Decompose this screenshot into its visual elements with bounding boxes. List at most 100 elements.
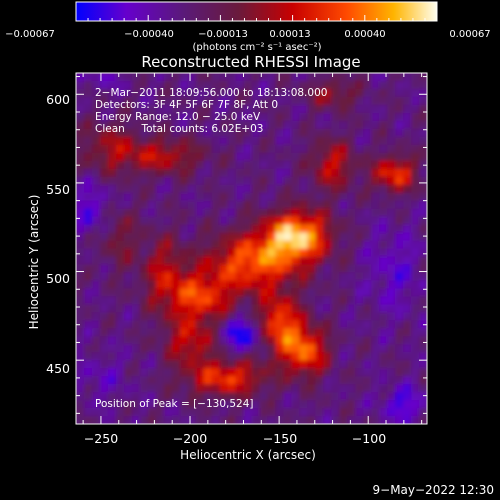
heatmap-cell <box>411 368 420 377</box>
heatmap-cell <box>203 400 213 409</box>
heatmap-cell <box>235 264 245 274</box>
heatmap-cell <box>259 112 269 122</box>
heatmap-cell <box>363 384 372 393</box>
heatmap-cell <box>291 376 300 385</box>
heatmap-cell <box>155 200 165 210</box>
annotation-counts: Clean Total counts: 6.02E+03 <box>95 123 264 135</box>
heatmap-cell <box>251 152 261 162</box>
heatmap-cell <box>163 288 173 297</box>
heatmap-cell <box>195 104 205 114</box>
heatmap-cell <box>203 392 213 401</box>
heatmap-cell <box>91 184 101 194</box>
y-tick-label-2: 550 <box>46 182 70 197</box>
heatmap-cell <box>339 296 348 305</box>
heatmap-cell <box>419 208 427 218</box>
heatmap-cell <box>267 128 277 138</box>
heatmap-cell <box>331 304 340 313</box>
heatmap-cell <box>203 184 213 194</box>
heatmap-cell <box>371 264 380 274</box>
heatmap-cell <box>331 208 340 218</box>
y-tick-label-0: 450 <box>46 361 70 376</box>
heatmap-cell <box>123 160 133 170</box>
heatmap-cell <box>107 416 117 424</box>
heatmap-cell <box>331 368 340 377</box>
heatmap-cell <box>91 216 101 226</box>
heatmap-cell <box>315 416 324 424</box>
heatmap-cell <box>339 400 348 409</box>
heatmap-cell <box>115 248 125 258</box>
heatmap-cell <box>395 240 404 250</box>
heatmap-cell <box>283 336 292 345</box>
heatmap-cell <box>323 120 332 130</box>
heatmap-cell <box>387 136 396 146</box>
heatmap-cell <box>355 280 364 289</box>
heatmap-cell <box>203 384 213 393</box>
heatmap-cell <box>291 304 300 313</box>
heatmap-cell <box>147 192 157 202</box>
heatmap-cell <box>267 96 277 106</box>
heatmap-cell <box>76 208 85 218</box>
heatmap-cell <box>371 128 380 138</box>
heatmap-cell <box>235 152 245 162</box>
heatmap-cell <box>139 312 149 321</box>
heatmap-cell <box>147 416 157 424</box>
heatmap-cell <box>203 360 213 369</box>
heatmap-cell <box>355 120 364 130</box>
heatmap-cell <box>419 288 427 297</box>
heatmap-cell <box>299 240 308 250</box>
heatmap-cell <box>219 360 229 369</box>
heatmap-cell <box>187 288 197 297</box>
heatmap-cell <box>267 136 277 146</box>
heatmap-cell <box>219 184 229 194</box>
heatmap-cell <box>267 328 277 337</box>
heatmap-cell <box>171 144 181 154</box>
heatmap-cell <box>347 240 356 250</box>
heatmap-cell <box>403 264 412 274</box>
heatmap-cell <box>187 416 197 424</box>
heatmap-cell <box>251 392 261 401</box>
heatmap-cell <box>227 168 237 178</box>
heatmap-cell <box>411 296 420 305</box>
heatmap-cell <box>107 320 117 329</box>
heatmap-cell <box>275 73 285 82</box>
heatmap-cell <box>115 392 125 401</box>
heatmap-cell <box>131 160 141 170</box>
heatmap-cell <box>139 360 149 369</box>
heatmap-cell <box>315 304 324 313</box>
heatmap-cell <box>307 232 316 242</box>
heatmap-cell <box>211 176 221 186</box>
heatmap-cell <box>195 200 205 210</box>
heatmap-cell <box>267 352 277 361</box>
heatmap-cell <box>355 408 364 417</box>
heatmap-cell <box>419 360 427 369</box>
heatmap-cell <box>339 73 348 82</box>
heatmap-cell <box>387 160 396 170</box>
heatmap-cell <box>219 320 229 329</box>
heatmap-cell <box>99 288 109 297</box>
heatmap-cell <box>195 128 205 138</box>
heatmap-cell <box>275 272 285 282</box>
heatmap-cell <box>259 312 269 321</box>
heatmap-cell <box>315 224 324 234</box>
heatmap-cell <box>235 232 245 242</box>
heatmap-cell <box>307 136 316 146</box>
heatmap-cell <box>387 152 396 162</box>
axis-ticks <box>76 73 427 424</box>
heatmap-cell <box>115 320 125 329</box>
heatmap-cell <box>411 272 420 282</box>
heatmap-cell <box>155 328 165 337</box>
heatmap-cell <box>99 176 109 186</box>
heatmap-cell <box>267 192 277 202</box>
heatmap-cell <box>403 80 412 90</box>
heatmap-cell <box>243 160 253 170</box>
heatmap-cell <box>403 200 412 210</box>
heatmap-cell <box>76 280 85 289</box>
heatmap-cell <box>163 352 173 361</box>
heatmap-cell <box>83 416 93 424</box>
heatmap-cell <box>203 96 213 106</box>
heatmap-cell <box>283 128 292 138</box>
heatmap-cell <box>323 104 332 114</box>
heatmap-cell <box>275 392 285 401</box>
heatmap-cell <box>411 312 420 321</box>
heatmap-cell <box>339 384 348 393</box>
